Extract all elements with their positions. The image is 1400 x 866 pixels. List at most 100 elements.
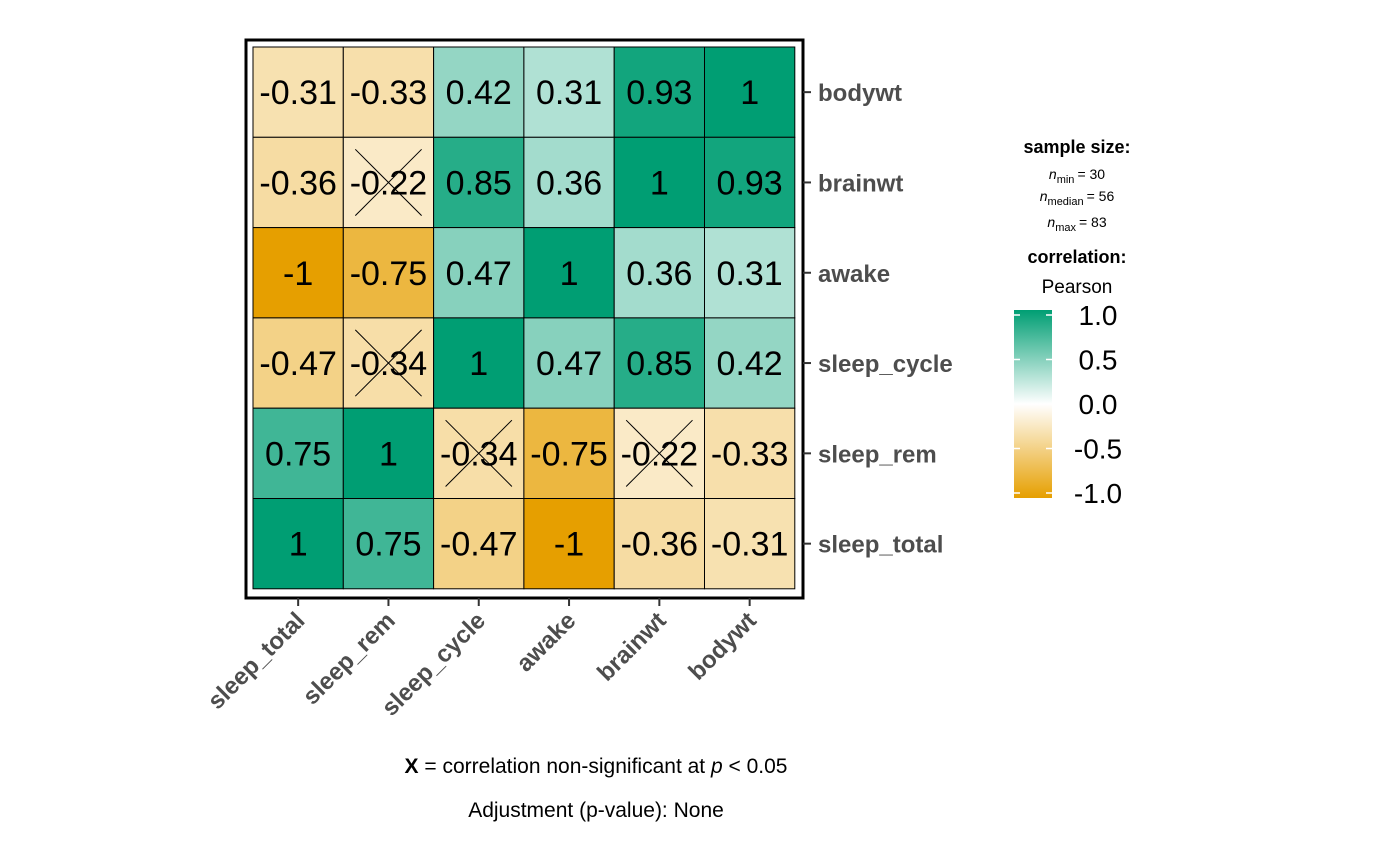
panel-border: [244, 38, 805, 600]
cell-value-label: -0.22: [621, 435, 699, 473]
heatmap-cell: [433, 317, 525, 409]
heatmap-cell: [613, 498, 706, 590]
y-tick-label: brainwt: [818, 170, 903, 197]
cell-labels: -0.31 -0.33 0.42 0.31 0.93 1 -0.36 -0.22 0.85 0.3…: [259, 74, 788, 564]
correlation-method: Pearson: [1042, 277, 1113, 298]
cell-value-label: -0.34: [440, 435, 518, 473]
heatmap-tiles: [252, 46, 796, 590]
x-tick-label: bodywt: [683, 607, 761, 685]
heatmap-cell: [252, 498, 344, 590]
y-tick-label: sleep_rem: [818, 441, 937, 468]
non-significant-cross: [354, 148, 422, 216]
caption-line-1: X = correlation non-significant at p < 0…: [405, 755, 788, 778]
x-tick-label: brainwt: [592, 607, 671, 686]
cell-value-label: -0.22: [350, 164, 428, 202]
cell-value-label: 0.36: [536, 164, 602, 202]
caption-x-mark: X: [405, 755, 419, 778]
heatmap-cell: [523, 407, 615, 500]
cell-value-label: -0.33: [711, 435, 789, 473]
cell-value-label: -0.31: [711, 526, 789, 564]
cell-value-label: 0.31: [717, 255, 783, 293]
colorbar-tick-label: -1.0: [1074, 478, 1122, 509]
sample-size-title: sample size:: [1023, 137, 1130, 157]
colorbar-tick-label: 1.0: [1079, 300, 1118, 331]
n-symbol: n: [1049, 166, 1057, 182]
n-median-label: nmedian = 56: [1040, 188, 1115, 208]
heatmap-cell: [704, 317, 796, 409]
caption-text: = correlation non-significant at: [419, 755, 711, 778]
heatmap-cell: [704, 498, 796, 590]
n-min-value: = 30: [1077, 166, 1105, 182]
heatmap-cell: [523, 46, 615, 138]
heatmap-cell: [342, 407, 435, 500]
cell-value-label: 1: [650, 164, 669, 202]
heatmap-cell: [433, 227, 525, 319]
colorbar-tick-label: 0.5: [1079, 345, 1118, 376]
cell-value-label: 0.85: [446, 164, 512, 202]
cell-value-label: -1: [554, 526, 584, 564]
cell-value-label: -0.33: [350, 74, 428, 112]
heatmap-cell: [704, 227, 796, 319]
non-significant-cross: [445, 419, 513, 487]
heatmap-cell: [704, 46, 796, 138]
y-tick-label: bodywt: [818, 80, 902, 107]
n-symbol: n: [1040, 188, 1048, 204]
cell-value-label: 0.75: [355, 526, 421, 564]
cell-value-label: -0.47: [440, 526, 518, 564]
cell-value-label: 1: [560, 255, 579, 293]
heatmap-cell: [252, 227, 344, 319]
heatmap-cell: [704, 407, 796, 500]
cell-value-label: -1: [283, 255, 313, 293]
cell-value-label: -0.36: [621, 526, 699, 564]
x-tick-label: sleep_total: [203, 607, 311, 715]
cell-value-label: -0.36: [259, 164, 337, 202]
colorbar: [1014, 310, 1052, 498]
x-tick-label: awake: [511, 607, 581, 677]
caption-p-symbol: p: [710, 755, 723, 778]
cell-value-label: 0.31: [536, 74, 602, 112]
cell-value-label: -0.75: [530, 435, 608, 473]
heatmap-cell: [342, 498, 435, 590]
cell-value-label: 1: [289, 526, 308, 564]
cell-value-label: -0.47: [259, 345, 337, 383]
cell-value-label: 0.42: [446, 74, 512, 112]
heatmap-cell: [433, 136, 525, 229]
n-max-value: = 83: [1079, 214, 1107, 230]
caption-line-2: Adjustment (p-value): None: [468, 799, 724, 822]
cell-value-label: 0.47: [536, 345, 602, 383]
caption-tail: < 0.05: [723, 755, 788, 778]
cell-value-label: 0.93: [626, 74, 692, 112]
cell-value-label: -0.34: [350, 345, 428, 383]
heatmap-cell: [252, 136, 344, 229]
cell-value-label: 1: [379, 435, 398, 473]
n-symbol: n: [1047, 214, 1055, 230]
n-median-sub: median: [1048, 196, 1084, 208]
heatmap-cell: [342, 46, 435, 138]
y-tick-label: sleep_total: [818, 532, 943, 559]
y-tick-label: sleep_cycle: [818, 351, 953, 378]
cell-value-label: 0.85: [626, 345, 692, 383]
cell-value-label: -0.75: [350, 255, 428, 293]
heatmap-cell: [523, 227, 615, 319]
non-significant-cross: [625, 419, 693, 487]
non-significant-cross: [354, 329, 422, 397]
non-significant-marks: [354, 148, 693, 487]
n-median-value: = 56: [1087, 188, 1115, 204]
heatmap-cell: [523, 136, 615, 229]
heatmap-cell: [613, 227, 706, 319]
cell-value-label: -0.31: [259, 74, 337, 112]
y-axis: bodywt brainwt awake sleep_cycle sleep_remsl…: [803, 80, 953, 559]
cell-value-label: 0.36: [626, 255, 692, 293]
n-min-label: nmin = 30: [1049, 166, 1105, 186]
colorbar-tick-label: -0.5: [1074, 434, 1122, 465]
cell-value-label: 1: [740, 74, 759, 112]
heatmap-cell: [704, 136, 796, 229]
colorbar-ticks: 1.0 0.5 0.0 -0.5 -1.0: [1014, 300, 1122, 509]
heatmap-cell: [342, 227, 435, 319]
legend: sample size: nmin = 30 nmedian = 56 nmax = …: [1014, 137, 1131, 509]
cell-value-label: 1: [469, 345, 488, 383]
correlation-title: correlation:: [1027, 247, 1126, 267]
y-tick-label: awake: [818, 261, 890, 288]
